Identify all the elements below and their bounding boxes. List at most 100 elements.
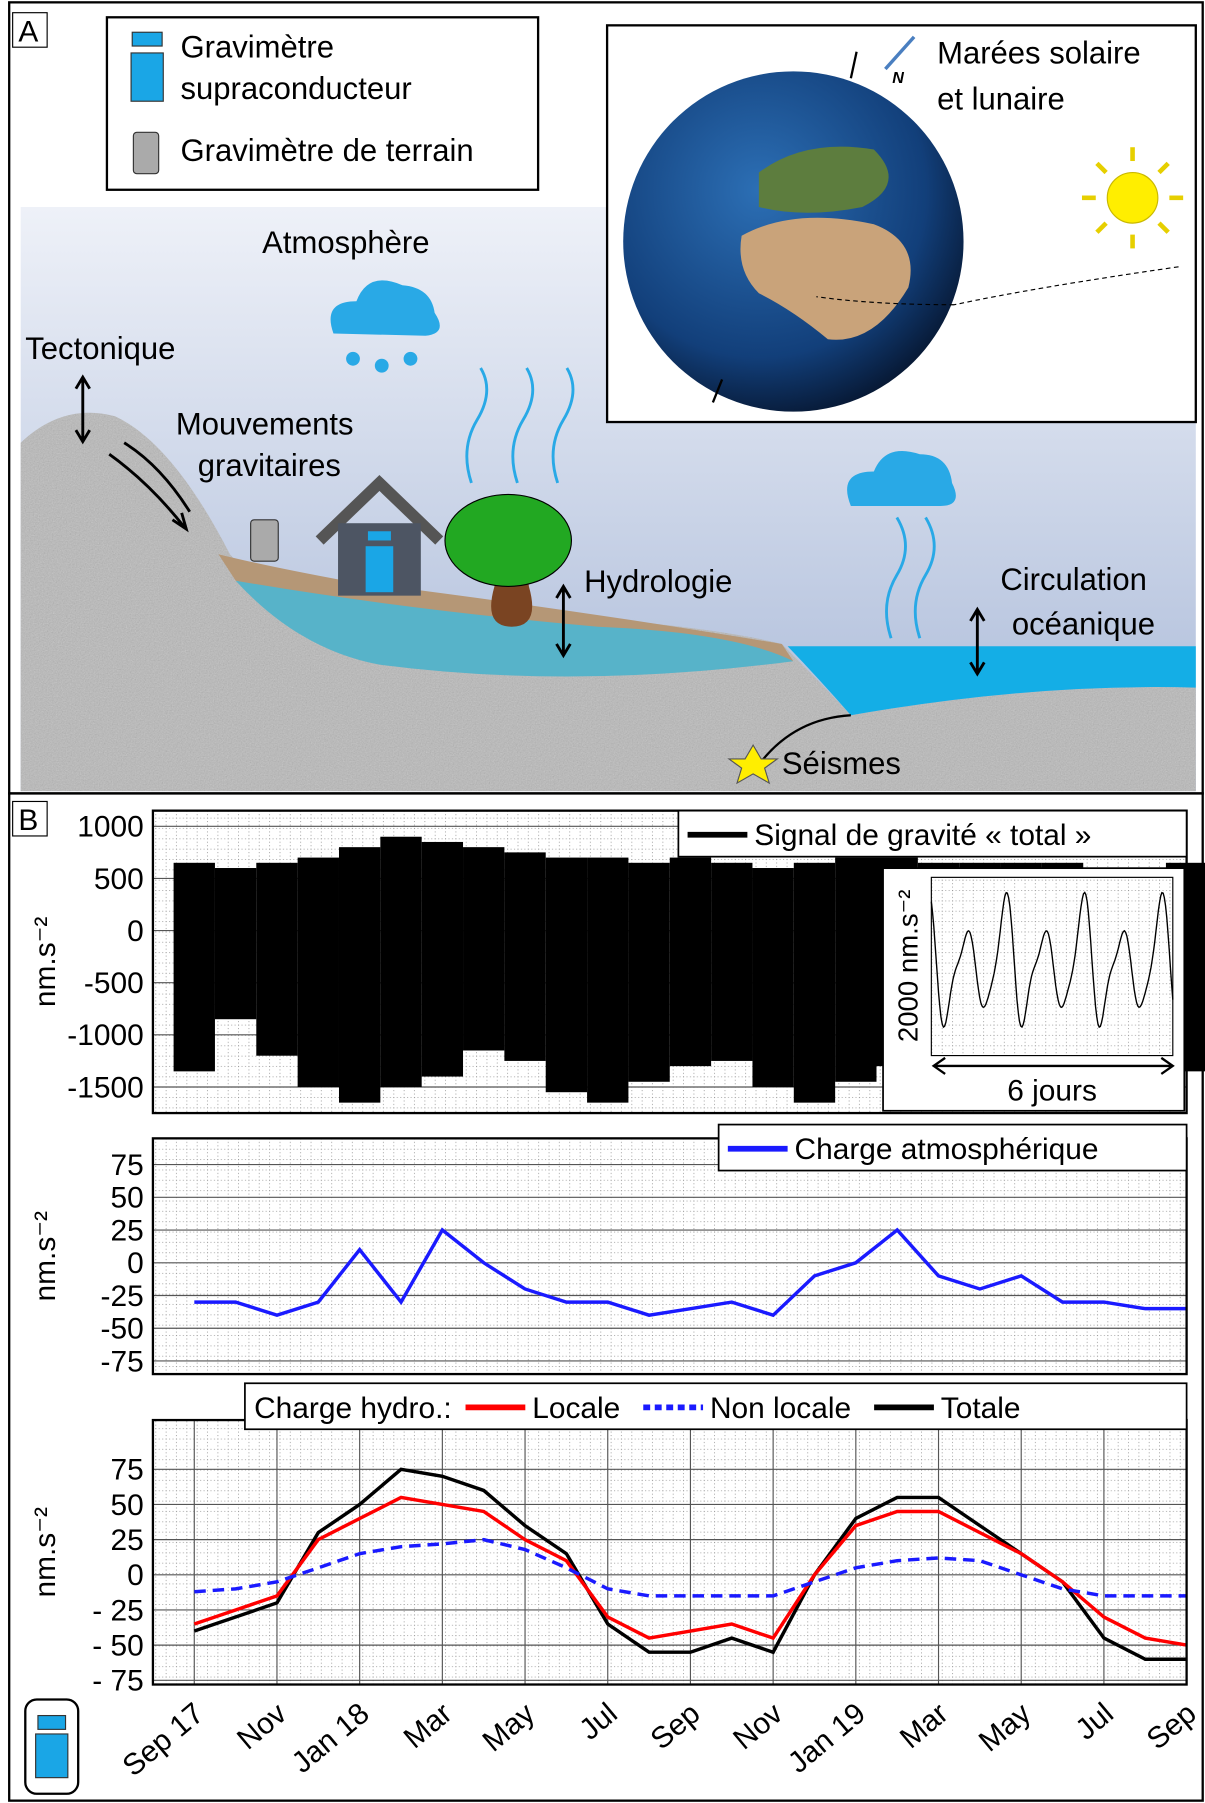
x-tick-label: Sep: [1141, 1697, 1203, 1756]
rain: [346, 351, 418, 373]
panel-label-box: [12, 12, 48, 48]
inset-x-label: 6 jours: [1007, 1074, 1097, 1107]
x-tick-label: Nov: [231, 1697, 293, 1756]
north-arrow: [884, 35, 916, 71]
legend-box: [244, 1382, 1188, 1431]
axis: [711, 379, 724, 403]
legend-label: Totale: [941, 1392, 1021, 1425]
signal-range: [628, 862, 670, 1082]
y-tick-label: 0: [127, 1559, 144, 1592]
sg-icon: [37, 1714, 67, 1730]
x-tick-label: May: [973, 1697, 1037, 1759]
legend-text: Gravimètre: [181, 30, 334, 65]
sg-icon: [367, 531, 391, 541]
inset-plot: [930, 876, 1174, 1057]
axis: [849, 51, 858, 79]
label: Hydrologie: [584, 564, 732, 599]
panel-frame: [8, 792, 1204, 1802]
x-tick-label: Sep: [644, 1697, 706, 1756]
sg-icon: [365, 546, 394, 593]
y-tick-label: -500: [84, 967, 144, 1000]
plot-background: [152, 1138, 1187, 1375]
north-label: N: [892, 69, 904, 87]
legend-box: [717, 1123, 1188, 1172]
y-tick-label: 25: [110, 1524, 143, 1557]
panel-label-box: [12, 800, 48, 837]
arrows: [74, 374, 986, 677]
panel-a: Gravimètre supraconducteur Gravimètre de…: [8, 1, 1204, 795]
y-axis-label: nm.s⁻²: [29, 1211, 62, 1302]
plot-frame: [151, 1137, 1188, 1376]
series-line: [194, 1537, 1187, 1598]
label: et lunaire: [937, 81, 1065, 116]
signal-range: [173, 862, 215, 1072]
inset-curve: [930, 891, 1174, 1029]
legend-title: Charge hydro.:: [254, 1392, 452, 1425]
europe: [758, 146, 889, 213]
signal-range: [338, 847, 381, 1103]
orbit: [816, 266, 1179, 306]
x-tick-label: Mar: [894, 1697, 955, 1755]
signal-range: [297, 857, 339, 1087]
panel-label: B: [18, 804, 38, 837]
sun: [1106, 171, 1159, 224]
y-tick-label: 50: [110, 1182, 143, 1215]
roof: [315, 474, 444, 545]
fault: [757, 714, 851, 766]
tree-crown: [444, 493, 573, 588]
x-tick-label: Jul: [1069, 1697, 1119, 1747]
y-tick-label: 75: [110, 1149, 143, 1182]
legend-box: [677, 809, 1188, 858]
field-icon: [132, 131, 160, 175]
label: Atmosphère: [262, 225, 429, 260]
inset-y-label: 2000 nm.s⁻²: [893, 890, 924, 1043]
x-tick-label: Jan 18: [286, 1697, 376, 1780]
y-tick-label: - 50: [92, 1629, 143, 1662]
y-tick-label: -25: [101, 1280, 144, 1313]
africa: [740, 217, 911, 340]
legend-label: Signal de gravité « total »: [754, 819, 1091, 852]
x-tick-label: Jan 19: [782, 1697, 872, 1780]
y-tick-label: 25: [110, 1214, 143, 1247]
y-tick-label: -1500: [67, 1071, 143, 1104]
sg-icon: [130, 52, 164, 102]
ocean: [787, 646, 1196, 716]
signal-range: [711, 862, 753, 1061]
cloud: [330, 280, 440, 336]
sg-icon: [35, 1733, 69, 1779]
legend-label: Locale: [532, 1392, 620, 1425]
y-axis-label: nm.s⁻²: [29, 1507, 62, 1598]
x-tick-label: Sep 17: [117, 1697, 211, 1783]
y-tick-label: - 75: [92, 1665, 143, 1698]
label: Mouvements: [176, 407, 354, 442]
y-tick-label: 500: [94, 863, 144, 896]
legend-box: [105, 16, 540, 191]
series-line: [193, 1495, 1187, 1647]
signal-range: [504, 852, 546, 1061]
x-tick-label: Nov: [727, 1697, 789, 1756]
aquifer: [235, 580, 794, 677]
signal-range: [752, 868, 794, 1087]
y-tick-label: 0: [127, 915, 144, 948]
cloud: [847, 450, 956, 506]
legend-label: Non locale: [710, 1392, 851, 1425]
signal-range: [793, 862, 836, 1103]
plot-frame: [151, 809, 1188, 1115]
label: océanique: [1012, 607, 1155, 642]
label: Marées solaire: [937, 35, 1141, 70]
label: Tectonique: [25, 331, 175, 366]
x-tick-label: May: [477, 1697, 541, 1759]
y-tick-label: -50: [101, 1313, 144, 1346]
label: Circulation: [1000, 562, 1147, 597]
signal-range: [380, 836, 422, 1087]
quake-star: [727, 743, 780, 785]
sun-rays: [1081, 147, 1184, 249]
label: gravitaires: [198, 448, 341, 483]
signal-range: [545, 857, 588, 1093]
signal-range: [214, 868, 257, 1020]
signal-range: [463, 847, 505, 1051]
label: Séismes: [782, 746, 901, 781]
legend-label: Charge atmosphérique: [795, 1133, 1099, 1166]
